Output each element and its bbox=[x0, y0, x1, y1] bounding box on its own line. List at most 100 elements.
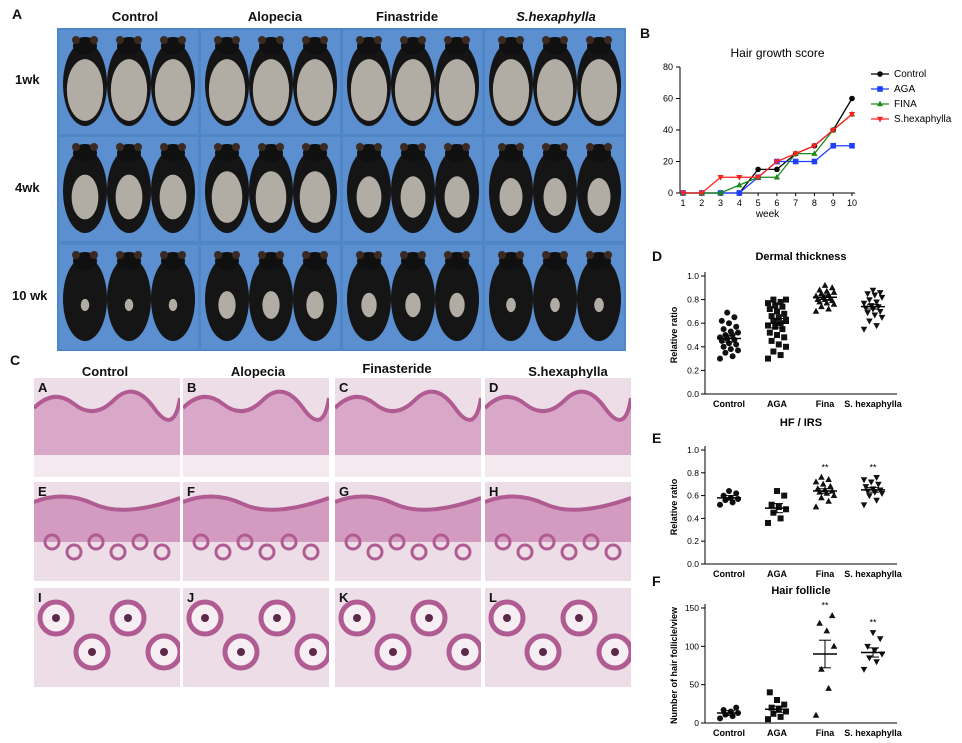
data-point bbox=[860, 300, 868, 307]
bald-skin-patch bbox=[115, 174, 143, 220]
x-tick-label: Fina bbox=[816, 728, 835, 738]
data-point bbox=[729, 499, 736, 506]
x-tick-label: 4 bbox=[737, 198, 742, 208]
data-point bbox=[792, 151, 799, 157]
histology-image bbox=[34, 482, 180, 581]
data-point bbox=[726, 488, 732, 495]
mouse-ear bbox=[214, 143, 222, 151]
panel-label-e: E bbox=[652, 430, 662, 446]
hair-follicle bbox=[87, 533, 105, 551]
mouse-ear bbox=[374, 36, 382, 44]
data-point bbox=[774, 332, 780, 338]
data-point bbox=[768, 337, 775, 344]
bald-skin-patch bbox=[543, 178, 567, 216]
histology-tile: F bbox=[183, 482, 329, 581]
data-point bbox=[812, 711, 820, 718]
data-point bbox=[779, 326, 786, 333]
data-point bbox=[849, 142, 855, 149]
mouse-photo bbox=[343, 30, 482, 134]
y-tick-label: 0.4 bbox=[687, 342, 699, 352]
data-point bbox=[770, 296, 777, 303]
y-tick-label: 0.6 bbox=[687, 491, 699, 501]
data-point bbox=[772, 323, 779, 330]
data-point bbox=[866, 297, 873, 304]
hair-shaft bbox=[52, 614, 60, 622]
bald-skin-patch bbox=[71, 174, 99, 220]
bald-skin-patch bbox=[255, 171, 287, 223]
chart-title: HF / IRS bbox=[780, 417, 822, 429]
legend-marker bbox=[876, 116, 884, 123]
hair-follicle bbox=[344, 533, 362, 551]
data-point bbox=[755, 175, 762, 181]
y-tick-label: 0.2 bbox=[687, 365, 699, 375]
y-tick-label: 150 bbox=[685, 603, 699, 613]
mouse-ear bbox=[320, 36, 328, 44]
x-tick-label: 9 bbox=[831, 198, 836, 208]
legend-label: S.hexaphylla bbox=[894, 114, 952, 125]
hair-shaft bbox=[425, 614, 433, 622]
hair-follicle bbox=[388, 533, 406, 551]
data-point bbox=[812, 307, 820, 314]
data-point bbox=[811, 158, 818, 165]
mouse-ear bbox=[276, 251, 284, 259]
bald-skin-patch bbox=[550, 297, 560, 313]
data-point bbox=[698, 190, 705, 197]
data-point bbox=[727, 328, 734, 335]
y-axis-label: Relative ratio bbox=[669, 478, 679, 535]
data-point bbox=[717, 715, 723, 722]
legend-label: AGA bbox=[894, 84, 915, 95]
y-axis-label: Relative ratio bbox=[669, 306, 679, 363]
histology-tile: B bbox=[183, 378, 329, 477]
hair-follicle bbox=[258, 543, 276, 561]
mouse-ear bbox=[90, 143, 98, 151]
data-point bbox=[871, 292, 879, 299]
series-line bbox=[683, 98, 853, 194]
x-tick-label: 3 bbox=[718, 198, 723, 208]
histology-image bbox=[485, 482, 631, 581]
hair-follicle bbox=[538, 533, 556, 551]
data-point bbox=[827, 482, 834, 489]
bald-skin-patch bbox=[587, 178, 611, 216]
data-point bbox=[768, 501, 775, 508]
mouse-ear bbox=[604, 36, 612, 44]
y-tick-label: 0 bbox=[694, 718, 699, 728]
hair-follicle bbox=[192, 533, 210, 551]
mouse-photo bbox=[485, 245, 624, 349]
mouse-ear bbox=[400, 251, 408, 259]
bald-skin-patch bbox=[306, 291, 324, 319]
hair-follicle bbox=[454, 543, 472, 561]
data-point bbox=[781, 310, 788, 317]
data-point bbox=[878, 294, 886, 301]
data-point bbox=[873, 659, 880, 666]
y-tick-label: 0.2 bbox=[687, 536, 699, 546]
data-point bbox=[783, 708, 789, 715]
data-point bbox=[830, 492, 838, 498]
mouse-ear bbox=[444, 36, 452, 44]
series-line bbox=[683, 113, 853, 194]
hair-shaft bbox=[461, 648, 469, 656]
bald-skin-patch bbox=[66, 59, 104, 121]
significance-mark: ** bbox=[821, 462, 829, 472]
chart-title: Dermal thickness bbox=[755, 251, 846, 263]
bald-skin-patch bbox=[356, 176, 382, 218]
data-point bbox=[823, 627, 831, 634]
mouse-ear bbox=[604, 143, 612, 151]
mouse-ear bbox=[560, 36, 568, 44]
data-point bbox=[781, 492, 788, 499]
data-point bbox=[766, 306, 773, 313]
data-point bbox=[830, 642, 838, 649]
data-point bbox=[729, 713, 736, 720]
data-point bbox=[828, 612, 836, 619]
histology-image bbox=[335, 588, 481, 687]
mouse-ear bbox=[178, 143, 186, 151]
y-tick-label: 60 bbox=[663, 94, 673, 104]
mouse-ear bbox=[542, 143, 550, 151]
legend-marker bbox=[876, 100, 884, 107]
data-point bbox=[755, 166, 761, 173]
bald-skin-patch bbox=[449, 292, 465, 318]
histology-image bbox=[183, 482, 329, 581]
hair-follicle bbox=[236, 533, 254, 551]
bald-skin-patch bbox=[252, 59, 290, 121]
panel-a-row-4wk: 4wk bbox=[15, 180, 40, 195]
histology-tile-label: D bbox=[489, 380, 499, 395]
